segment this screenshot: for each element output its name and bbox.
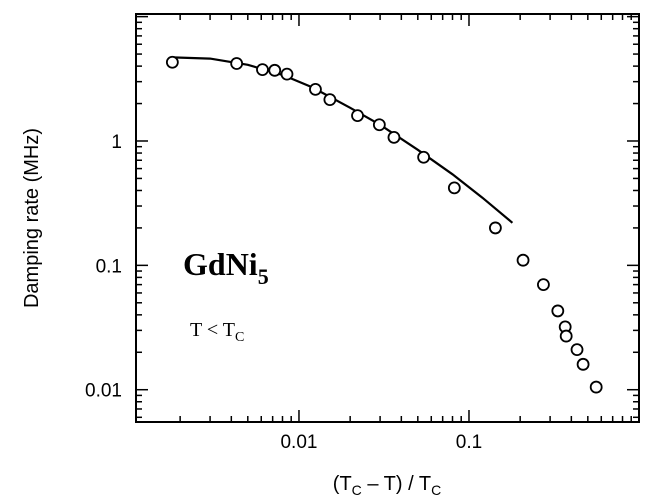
- data-point: [417, 150, 431, 164]
- data-point: [372, 118, 386, 132]
- data-point: [230, 57, 244, 70]
- condition-label: T < TC: [190, 319, 244, 345]
- data-point: [570, 343, 584, 357]
- data-points-layer: [165, 55, 603, 394]
- data-point: [280, 67, 294, 81]
- y-tick-label: 0.1: [96, 256, 122, 277]
- x-tick-label: 0.01: [280, 432, 317, 453]
- data-point: [488, 221, 502, 235]
- data-point: [387, 130, 401, 144]
- axis-ticks: [136, 14, 640, 422]
- data-point: [559, 329, 573, 343]
- data-point: [589, 380, 603, 394]
- axis-tick-labels: 0.01 0.1 0.01 0.1 1: [85, 132, 482, 453]
- data-point: [256, 63, 269, 77]
- data-point: [268, 63, 282, 77]
- data-point: [323, 93, 337, 107]
- data-point: [309, 82, 322, 96]
- fit-curve: [172, 56, 514, 224]
- compound-label: GdNi5: [183, 246, 269, 289]
- x-tick-label: 0.1: [456, 432, 482, 453]
- data-point: [576, 357, 590, 371]
- data-point: [447, 181, 461, 195]
- data-point: [537, 278, 550, 292]
- y-axis-label: Damping rate (MHz): [21, 128, 43, 308]
- x-axis-label: (TC – T) / TC: [333, 473, 441, 498]
- plot-frame: [135, 13, 640, 423]
- y-tick-label: 0.01: [85, 381, 122, 402]
- data-point: [165, 55, 179, 69]
- data-point: [351, 109, 364, 123]
- data-point: [551, 304, 565, 318]
- y-tick-label: 1: [111, 132, 122, 153]
- data-point: [516, 253, 530, 267]
- fit-line-layer: [172, 56, 514, 224]
